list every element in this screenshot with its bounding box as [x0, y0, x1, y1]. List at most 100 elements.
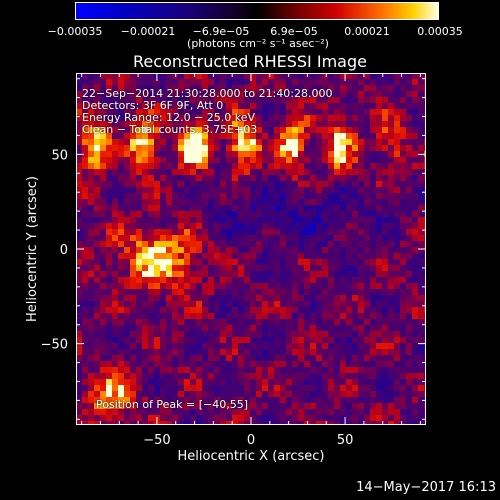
heatmap-cell [334, 85, 341, 92]
heatmap-cell [82, 223, 89, 230]
heatmap-cell [382, 133, 389, 140]
heatmap-cell [394, 235, 401, 242]
heatmap-cell [172, 385, 179, 392]
heatmap-cell [274, 355, 281, 362]
heatmap-cell [166, 271, 173, 278]
heatmap-cell [94, 361, 101, 368]
heatmap-cell [316, 379, 323, 386]
heatmap-cell [166, 211, 173, 218]
heatmap-cell [244, 223, 251, 230]
heatmap-cell [340, 259, 347, 266]
heatmap-cell [106, 79, 113, 86]
heatmap-cell [166, 115, 173, 122]
heatmap-cell [346, 319, 353, 326]
heatmap-cell [172, 199, 179, 206]
heatmap-cell [382, 319, 389, 326]
heatmap-cell [142, 379, 149, 386]
heatmap-cell [328, 313, 335, 320]
heatmap-cell [184, 241, 191, 248]
heatmap-cell [130, 223, 137, 230]
heatmap-cell [124, 145, 131, 152]
heatmap-cell [106, 403, 113, 410]
heatmap-cell [142, 193, 149, 200]
heatmap-cell [208, 307, 215, 314]
heatmap-cell [106, 235, 113, 242]
heatmap-cell [388, 409, 395, 416]
heatmap-cell [394, 181, 401, 188]
heatmap-cell [142, 163, 149, 170]
heatmap-cell [346, 163, 353, 170]
heatmap-cell [304, 409, 311, 416]
heatmap-cell [310, 253, 317, 260]
heatmap-cell [352, 415, 359, 422]
heatmap-cell [244, 163, 251, 170]
heatmap-cell [280, 319, 287, 326]
heatmap-cell [388, 289, 395, 296]
heatmap-cell [316, 241, 323, 248]
heatmap-cell [142, 115, 149, 122]
heatmap-cell [142, 331, 149, 338]
heatmap-cell [328, 409, 335, 416]
heatmap-cell [136, 409, 143, 416]
heatmap-cell [202, 121, 209, 128]
heatmap-cell [316, 367, 323, 374]
heatmap-cell [388, 343, 395, 350]
heatmap-cell [76, 175, 83, 182]
heatmap-cell [238, 235, 245, 242]
heatmap-cell [316, 229, 323, 236]
heatmap-cell [286, 415, 293, 422]
heatmap-cell [130, 265, 137, 272]
heatmap-cell [262, 319, 269, 326]
heatmap-cell [100, 223, 107, 230]
heatmap-cell [406, 259, 413, 266]
heatmap-cell [208, 211, 215, 218]
heatmap-cell [268, 295, 275, 302]
heatmap-cell [340, 295, 347, 302]
heatmap-cell [172, 325, 179, 332]
heatmap-cell [412, 409, 419, 416]
heatmap-cell [214, 139, 221, 146]
heatmap-cell [196, 175, 203, 182]
heatmap-cell [316, 301, 323, 308]
heatmap-cell [148, 79, 155, 86]
heatmap-cell [280, 217, 287, 224]
heatmap-cell [82, 247, 89, 254]
heatmap-cell [136, 283, 143, 290]
heatmap-cell [160, 343, 167, 350]
heatmap-cell [352, 217, 359, 224]
heatmap-cell [88, 157, 95, 164]
heatmap-cell [208, 391, 215, 398]
heatmap-cell [412, 193, 419, 200]
heatmap-cell [232, 229, 239, 236]
heatmap-cell [238, 187, 245, 194]
heatmap-cell [124, 115, 131, 122]
heatmap-cell [400, 421, 407, 425]
heatmap-cell [256, 343, 263, 350]
heatmap-cell [220, 265, 227, 272]
heatmap-cell [292, 253, 299, 260]
heatmap-cell [220, 361, 227, 368]
heatmap-cell [400, 301, 407, 308]
heatmap-cell [214, 271, 221, 278]
heatmap-cell [328, 121, 335, 128]
heatmap-cell [94, 355, 101, 362]
heatmap-cell [232, 211, 239, 218]
heatmap-cell [262, 205, 269, 212]
heatmap-cell [124, 385, 131, 392]
heatmap-cell [166, 235, 173, 242]
heatmap-cell [316, 205, 323, 212]
heatmap-cell [208, 199, 215, 206]
heatmap-cell [94, 205, 101, 212]
heatmap-cell [130, 271, 137, 278]
heatmap-cell [418, 241, 425, 248]
heatmap-cell [250, 409, 257, 416]
y-axis-label: Heliocentric Y (arcsec) [25, 176, 40, 322]
heatmap-cell [136, 289, 143, 296]
heatmap-cell [268, 103, 275, 110]
heatmap-cell [238, 85, 245, 92]
heatmap-cell [208, 145, 215, 152]
heatmap-cell [232, 337, 239, 344]
heatmap-cell [232, 343, 239, 350]
heatmap-cell [178, 361, 185, 368]
heatmap-cell [394, 157, 401, 164]
